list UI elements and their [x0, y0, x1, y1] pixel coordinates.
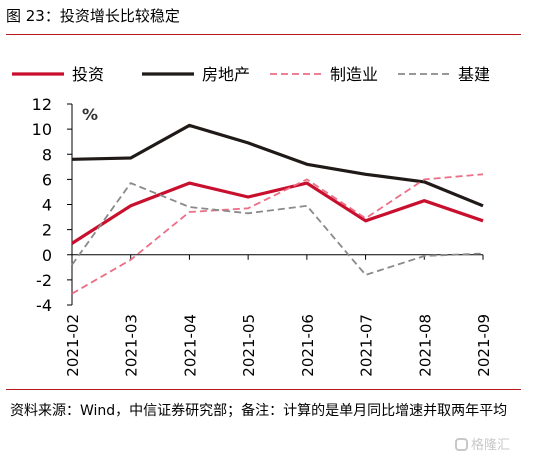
y-tick-label: 6: [42, 170, 52, 189]
y-tick-label: 8: [42, 145, 52, 164]
y-tick-label: -2: [36, 271, 52, 290]
series-layer: [71, 123, 484, 295]
x-tick-label: 2021-05: [240, 314, 258, 377]
source-note: 资料来源：Wind，中信证券研究部；备注：计算的是单月同比增速并取两年平均: [10, 403, 508, 419]
x-axis: 2021-02 2021-03 2021-04 2021-05 2021-06 2021-…: [64, 254, 493, 377]
y-tick-label: 10: [32, 120, 52, 139]
figure-title: 图 23：投资增长比较稳定: [6, 7, 180, 25]
y-tick-label: 12: [32, 95, 52, 114]
line-chart: 投资 房地产 制造业 基建 -4 -2 0 2 4 6 8 10 12% 2021-02 2021-03…: [12, 65, 493, 377]
title-rule: [6, 34, 521, 35]
x-tick-label: 2021-06: [299, 314, 317, 377]
x-tick-label: 2021-08: [416, 314, 434, 377]
y-axis: -4 -2 0 2 4 6 8 10 12%: [32, 95, 98, 315]
watermark-logo-icon: [455, 438, 468, 451]
legend-label-2: 房地产: [202, 65, 250, 84]
watermark-text: 格隆汇: [471, 438, 511, 453]
x-tick-label: 2021-09: [475, 314, 493, 377]
series-line-4: [71, 182, 484, 276]
x-tick-label: 2021-07: [358, 314, 376, 377]
y-tick-label: 2: [42, 221, 52, 240]
series-line-3: [71, 173, 484, 295]
y-unit-label: %: [82, 105, 98, 124]
legend-label-3: 制造业: [330, 65, 378, 84]
legend-label-4: 基建: [458, 65, 490, 84]
x-tick-label: 2021-03: [123, 314, 141, 377]
x-tick-label: 2021-02: [64, 314, 82, 377]
series-line-1: [71, 181, 484, 245]
y-tick-label: -4: [36, 296, 52, 315]
series-line-2: [71, 123, 484, 208]
chart-legend: 投资 房地产 制造业 基建: [12, 65, 490, 84]
watermark: 格隆汇: [455, 434, 510, 453]
x-tick-label: 2021-04: [181, 314, 199, 377]
y-tick-label: 0: [42, 246, 52, 265]
legend-label-1: 投资: [72, 65, 104, 84]
y-tick-label: 4: [42, 196, 52, 215]
source-rule: [6, 389, 521, 390]
